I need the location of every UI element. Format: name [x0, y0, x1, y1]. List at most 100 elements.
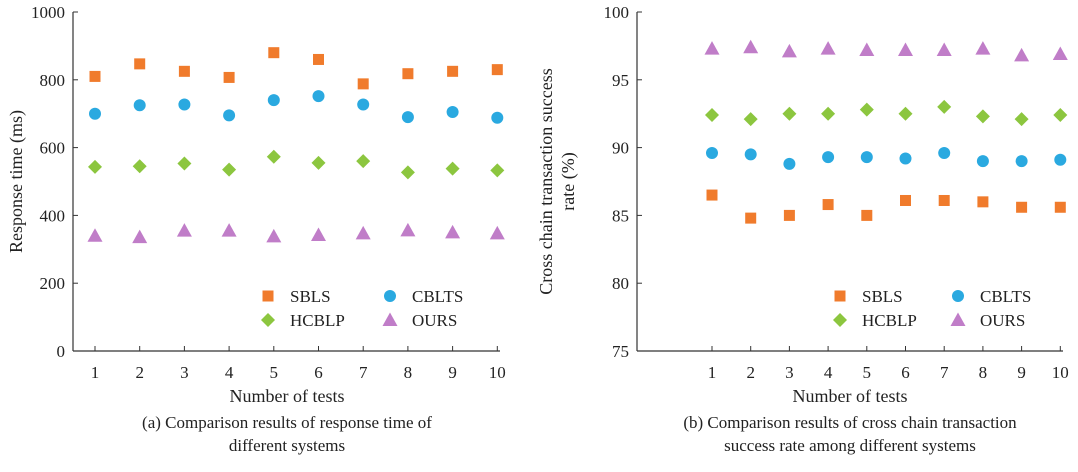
data-point-sbls [357, 78, 369, 90]
data-point-hcblp [821, 106, 836, 121]
y-tick-label: 75 [612, 342, 629, 361]
chart-caption-line: (a) Comparison results of response time … [142, 413, 432, 432]
x-tick-label: 3 [180, 363, 189, 382]
data-point-hcblp [975, 109, 990, 124]
data-point-hcblp [782, 106, 797, 121]
x-tick-label: 8 [404, 363, 413, 382]
series-cblts [89, 90, 504, 124]
legend: SBLS HCBLP CBLTS OURS [833, 287, 1031, 330]
legend-marker-sbls [834, 290, 846, 302]
data-point-sbls [491, 64, 503, 76]
data-point-sbls [268, 47, 280, 59]
data-point-hcblp [311, 155, 326, 170]
x-tick-label: 7 [940, 363, 949, 382]
data-point-cblts [783, 157, 796, 170]
y-tick-label: 0 [57, 342, 66, 361]
y-tick-label: 200 [40, 274, 66, 293]
legend-marker-cblts [952, 290, 964, 302]
x-tick-label: 10 [1052, 363, 1069, 382]
legend-label-ours: OURS [412, 311, 457, 330]
data-point-ours [936, 42, 952, 56]
data-point-ours [176, 223, 192, 237]
data-point-cblts [706, 147, 718, 160]
y-tick-label: 80 [612, 274, 629, 293]
y-tick-label: 95 [612, 71, 629, 90]
data-point-hcblp [705, 108, 719, 123]
data-point-ours [704, 41, 720, 55]
data-point-ours [975, 41, 991, 55]
data-point-cblts [223, 109, 236, 122]
data-point-ours [489, 225, 505, 240]
chart-caption-line: different systems [229, 436, 345, 455]
data-point-sbls [706, 189, 718, 201]
data-point-sbls [89, 70, 101, 82]
data-point-ours [743, 39, 759, 54]
data-point-sbls [402, 68, 414, 80]
y-tick-label: 90 [612, 139, 629, 158]
data-point-hcblp [490, 163, 505, 178]
data-point-cblts [1015, 155, 1028, 168]
legend-label-sbls: SBLS [290, 287, 331, 306]
data-point-hcblp [445, 161, 460, 176]
data-point-ours [355, 225, 371, 240]
data-point-hcblp [898, 106, 913, 121]
data-point-cblts [976, 155, 989, 168]
series-hcblp [705, 99, 1068, 127]
legend-label-sbls: SBLS [862, 287, 903, 306]
x-tick-label: 7 [359, 363, 368, 382]
legend-marker-sbls [262, 290, 274, 302]
data-point-hcblp [1014, 112, 1029, 127]
legend-label-ours: OURS [980, 311, 1025, 330]
data-point-ours [445, 224, 461, 239]
data-point-sbls [900, 194, 911, 206]
series-sbls [706, 189, 1066, 224]
y-tick-label: 600 [40, 139, 66, 158]
data-point-ours [221, 223, 237, 237]
data-point-sbls [313, 53, 324, 65]
data-point-cblts [89, 107, 101, 120]
y-tick-label: 85 [612, 206, 629, 225]
data-point-ours [859, 42, 875, 56]
data-point-cblts [267, 94, 280, 107]
data-point-sbls [745, 212, 757, 224]
y-tick-label: 1000 [31, 3, 65, 22]
x-tick-label: 4 [225, 363, 234, 382]
legend-label-hcblp: HCBLP [862, 311, 917, 330]
data-point-sbls [134, 58, 146, 70]
data-point-hcblp [177, 156, 192, 171]
data-point-sbls [861, 209, 873, 221]
x-tick-label: 1 [708, 363, 717, 382]
data-point-hcblp [743, 112, 758, 127]
data-point-hcblp [222, 162, 237, 177]
series-ours [704, 39, 1068, 62]
x-tick-label: 6 [314, 363, 323, 382]
data-point-sbls [783, 209, 795, 221]
x-tick-label: 6 [901, 363, 910, 382]
x-tick-label: 3 [785, 363, 794, 382]
data-point-ours [820, 41, 836, 55]
data-point-ours [898, 42, 913, 56]
y-tick-label: 100 [604, 3, 630, 22]
data-point-sbls [1016, 201, 1028, 213]
data-point-ours [1052, 46, 1068, 61]
data-point-cblts [822, 151, 835, 164]
x-axis-label: Number of tests [230, 386, 345, 406]
chart-caption-line: (b) Comparison results of cross chain tr… [683, 413, 1017, 432]
legend-label-cblts: CBLTS [980, 287, 1031, 306]
legend: SBLS HCBLP CBLTS OURS [261, 287, 463, 330]
data-point-hcblp [1053, 108, 1068, 123]
y-axis-label-line: rate (%) [558, 152, 579, 210]
x-tick-label: 4 [824, 363, 833, 382]
data-point-cblts [357, 98, 370, 111]
x-tick-label: 9 [448, 363, 457, 382]
x-tick-label: 5 [863, 363, 872, 382]
y-tick-label: 400 [40, 206, 66, 225]
x-tick-label: 2 [746, 363, 755, 382]
series-cblts [706, 147, 1067, 170]
data-point-cblts [133, 99, 146, 112]
series-ours [87, 222, 505, 244]
x-tick-label: 5 [270, 363, 279, 382]
x-tick-label: 8 [979, 363, 988, 382]
data-point-cblts [899, 152, 912, 165]
data-point-hcblp [356, 154, 371, 169]
